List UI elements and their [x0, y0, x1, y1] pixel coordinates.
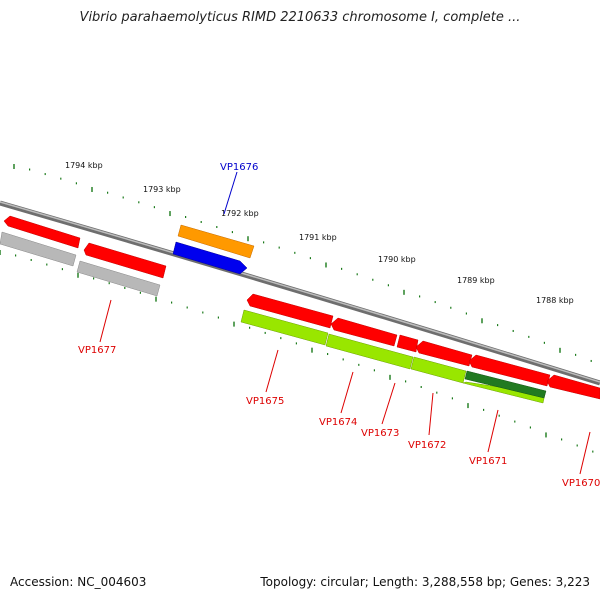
gene-labels: VP1676 VP1677 VP1675 VP1674 VP1673 VP167… — [78, 162, 600, 489]
tick-label: 1794 kbp — [65, 161, 103, 170]
leader-line-vp1677 — [99, 299, 112, 343]
gene-label-vp1673[interactable]: VP1673 — [361, 428, 399, 439]
gene-track-red-row — [246, 293, 600, 400]
leader-line-vp1671 — [487, 409, 499, 453]
gene-red-arrow[interactable] — [330, 317, 398, 347]
leader-line-vp1673 — [381, 382, 396, 425]
label-leaders — [99, 171, 591, 475]
gene-label-vp1672[interactable]: VP1672 — [408, 440, 446, 451]
gene-red-arrow[interactable] — [468, 354, 551, 387]
inner-scale-dots — [0, 250, 594, 453]
tick-label: 1792 kbp — [221, 209, 259, 218]
gene-label-vp1675[interactable]: VP1675 — [246, 396, 284, 407]
tick-label: 1789 kbp — [457, 276, 495, 285]
gene-gray[interactable] — [0, 231, 77, 267]
leader-line-vp1672 — [428, 392, 434, 436]
gene-label-vp1676[interactable]: VP1676 — [220, 162, 258, 173]
leader-line-vp1675 — [265, 349, 279, 393]
gene-track-lower-left — [0, 231, 167, 297]
accession-text: Accession: NC_004603 — [10, 575, 147, 589]
tick-label: 1793 kbp — [143, 185, 181, 194]
chromosome-backbone — [0, 200, 600, 386]
gene-track-upper — [3, 215, 255, 275]
gene-darkgreen[interactable] — [464, 370, 547, 399]
gene-label-vp1677[interactable]: VP1677 — [78, 345, 116, 356]
gene-label-vp1674[interactable]: VP1674 — [319, 417, 357, 428]
chromosome-backbone-highlight — [0, 201, 600, 383]
gene-red-arrow[interactable] — [246, 293, 334, 329]
map-title: Vibrio parahaemolyticus RIMD 2210633 chr… — [79, 10, 521, 25]
gene-red[interactable] — [396, 334, 419, 353]
gene-label-vp1670[interactable]: VP1670 — [562, 478, 600, 489]
gene-lime[interactable] — [240, 309, 329, 346]
topology-text: Topology: circular; Length: 3,288,558 bp… — [260, 575, 590, 589]
leader-line-vp1676 — [223, 171, 238, 215]
gene-label-vp1671[interactable]: VP1671 — [469, 456, 507, 467]
gene-red-arrow[interactable] — [3, 215, 81, 249]
leader-line-vp1674 — [340, 371, 354, 414]
gene-blue-arrow[interactable] — [172, 241, 248, 275]
gene-track-lime-row — [240, 309, 547, 404]
gene-red-arrow[interactable] — [415, 340, 473, 367]
tick-label: 1791 kbp — [299, 233, 337, 242]
outer-scale-dots — [13, 164, 592, 362]
gene-lime[interactable] — [325, 333, 414, 370]
gene-orange[interactable] — [177, 224, 255, 259]
tick-label: 1788 kbp — [536, 296, 574, 305]
gene-red-arrow[interactable] — [83, 242, 167, 279]
gene-gray[interactable] — [76, 260, 161, 297]
tick-label: 1790 kbp — [378, 255, 416, 264]
leader-line-vp1670 — [579, 431, 591, 475]
gene-red-arrow[interactable] — [546, 374, 600, 400]
